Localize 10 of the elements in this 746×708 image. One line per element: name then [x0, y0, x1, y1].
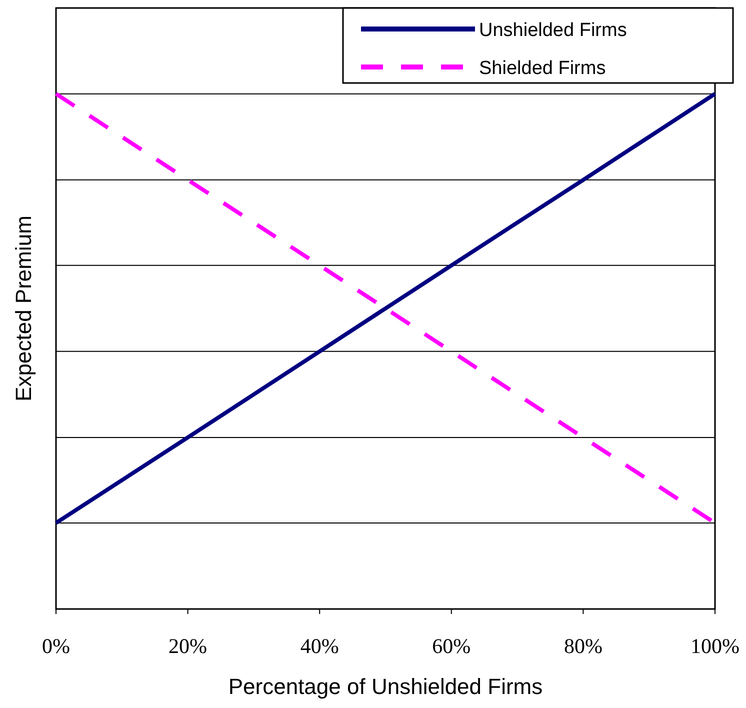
x-tick-label: 100% — [690, 634, 740, 658]
legend-label: Unshielded Firms — [479, 20, 627, 41]
y-axis-title: Expected Premium — [11, 216, 36, 402]
x-tick-label: 40% — [300, 634, 339, 658]
x-tick-label: 80% — [564, 634, 602, 658]
x-tick-label: 60% — [432, 634, 471, 658]
x-tick-label: 0% — [42, 634, 70, 658]
x-axis-title: Percentage of Unshielded Firms — [228, 674, 543, 699]
legend-label: Shielded Firms — [479, 58, 606, 79]
x-tick-label: 20% — [168, 634, 208, 658]
